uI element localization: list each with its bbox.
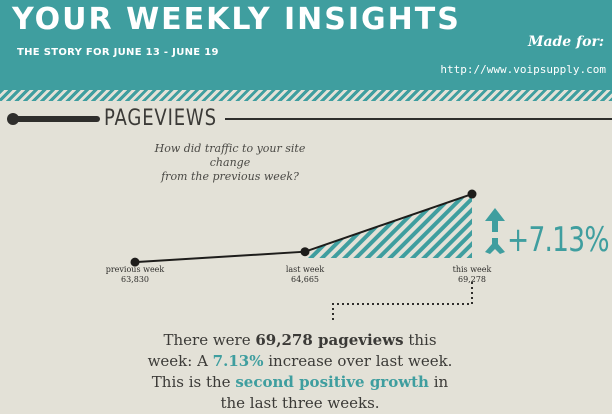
summary-pageviews: 69,278 pageviews bbox=[255, 331, 404, 349]
category-label: previous week bbox=[106, 265, 165, 274]
change-percent: +7.13% bbox=[507, 220, 610, 260]
value-label: 64,665 bbox=[291, 275, 319, 284]
summary-part-3: increase over last week. This is the bbox=[151, 352, 453, 391]
site-url[interactable]: http://www.voipsupply.com bbox=[440, 63, 606, 76]
summary-growth: second positive growth bbox=[235, 373, 429, 391]
section-question: How did traffic to your site change from… bbox=[140, 142, 320, 184]
data-point bbox=[130, 257, 140, 267]
summary-part-2: this week: A bbox=[147, 331, 437, 370]
section-rule-right bbox=[225, 118, 612, 120]
striped-divider bbox=[0, 90, 612, 101]
section-title: PAGEVIEWS bbox=[104, 106, 217, 131]
page-title: YOUR WEEKLY INSIGHTS bbox=[12, 2, 461, 37]
data-point bbox=[300, 247, 310, 257]
value-label: 63,830 bbox=[121, 275, 149, 284]
up-arrow-icon bbox=[485, 208, 505, 254]
category-label: last week bbox=[286, 265, 325, 274]
question-line-2: from the previous week? bbox=[161, 170, 299, 183]
summary-part-1: There were bbox=[163, 331, 256, 349]
category-label: this week bbox=[453, 265, 492, 274]
data-point bbox=[467, 189, 477, 199]
section-rule-left bbox=[10, 116, 100, 122]
summary-text: There were 69,278 pageviews this week: A… bbox=[140, 330, 460, 414]
growth-area bbox=[305, 194, 472, 258]
question-line-1: How did traffic to your site change bbox=[154, 142, 306, 169]
value-label: 69,278 bbox=[458, 275, 486, 284]
summary-percent: 7.13% bbox=[212, 352, 264, 370]
header-banner: YOUR WEEKLY INSIGHTS THE STORY FOR JUNE … bbox=[0, 0, 612, 90]
made-for-label: Made for: bbox=[527, 34, 604, 50]
date-range-subtitle: THE STORY FOR JUNE 13 - JUNE 19 bbox=[17, 47, 219, 58]
